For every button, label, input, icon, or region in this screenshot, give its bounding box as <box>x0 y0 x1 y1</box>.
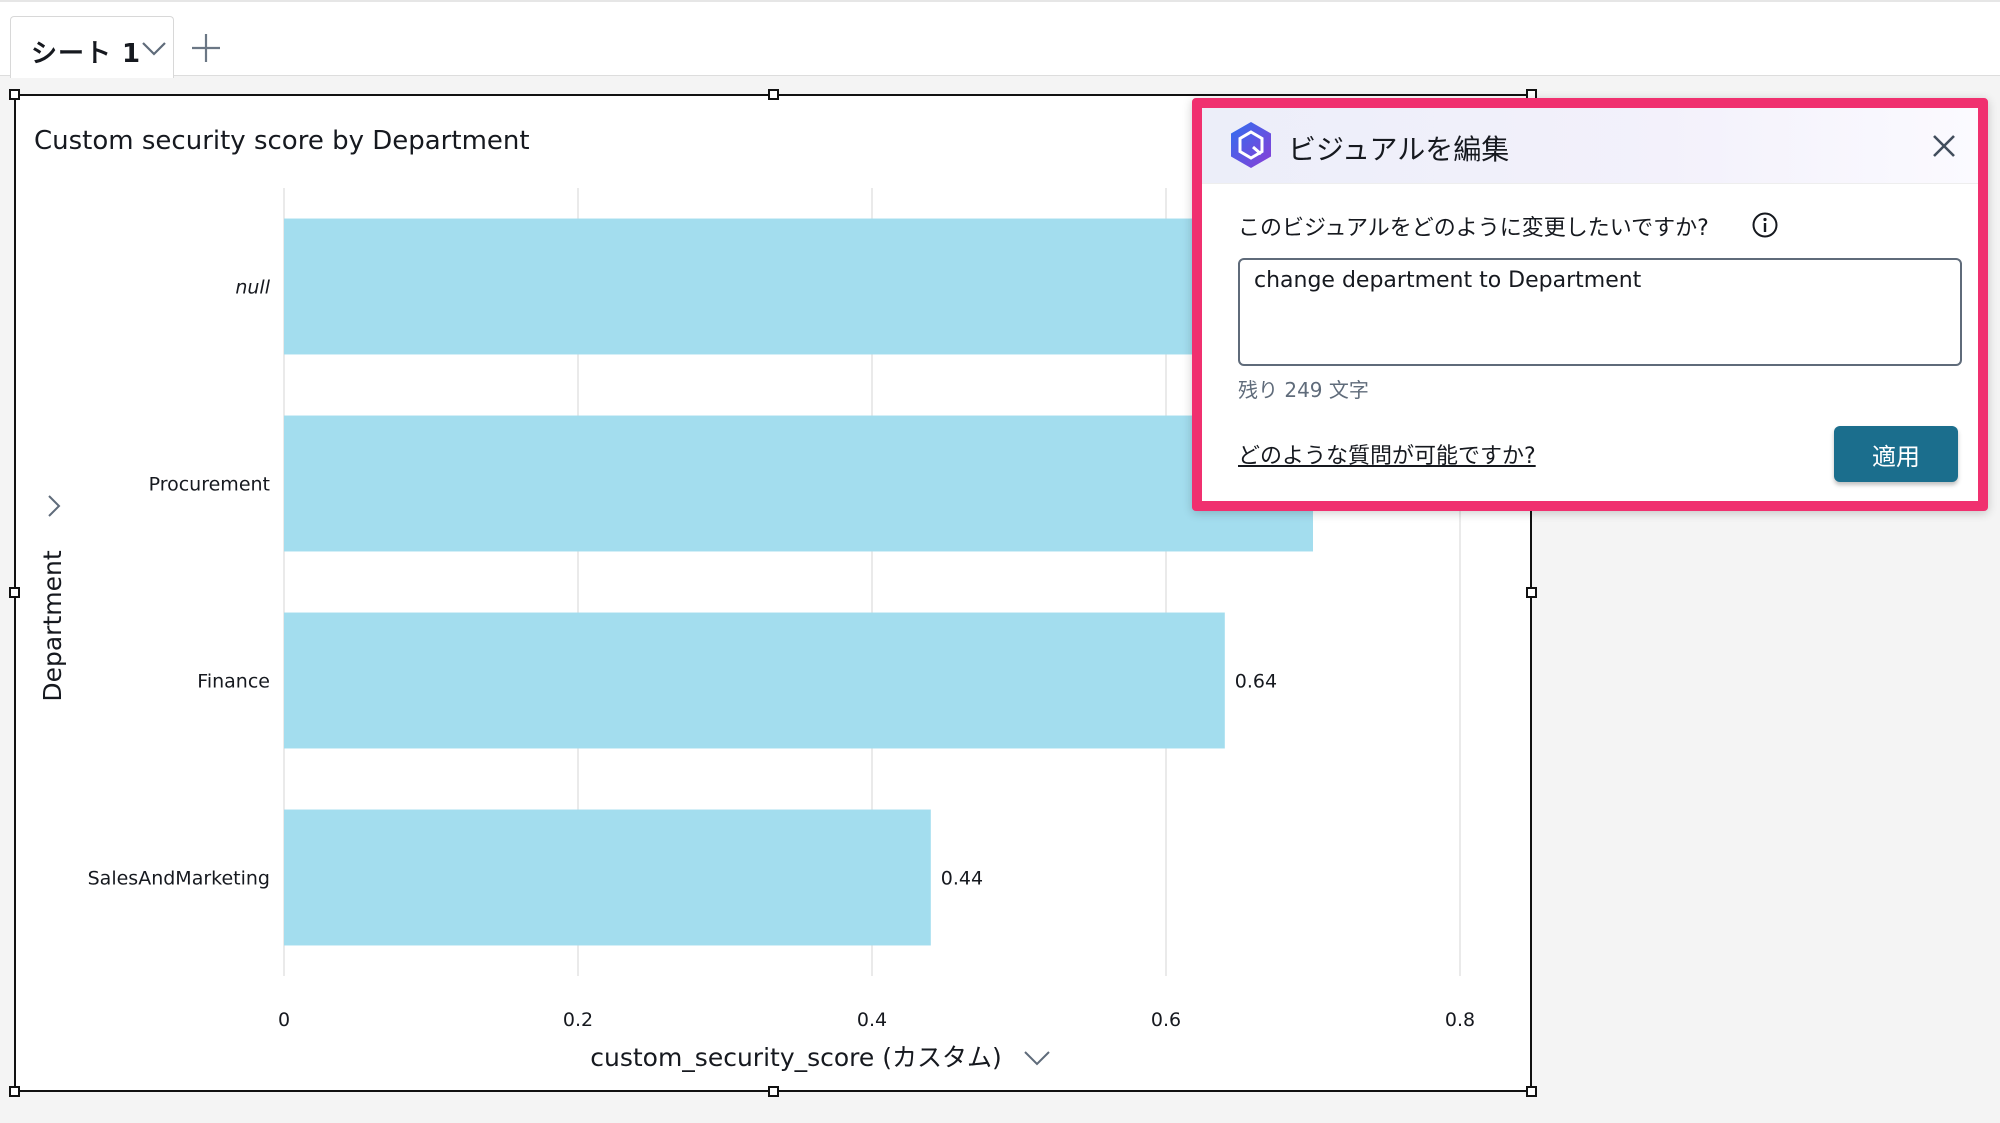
y-tick-label: null <box>235 277 270 299</box>
y-tick-label: Finance <box>197 671 270 693</box>
chevron-right-icon[interactable] <box>48 495 61 517</box>
x-tick-label: 0.2 <box>563 1009 593 1031</box>
add-sheet-icon[interactable] <box>186 28 226 68</box>
y-tick-label: Procurement <box>149 474 270 496</box>
x-tick-label: 0 <box>278 1009 290 1031</box>
resize-handle[interactable] <box>9 89 20 100</box>
bar-Finance[interactable] <box>284 612 1225 749</box>
x-tick-label: 0.6 <box>1151 1009 1181 1031</box>
character-count: 残り 249 文字 <box>1238 378 1369 402</box>
edit-visual-panel: ビジュアルを編集 このビジュアルをどのように変更したいですか? change d… <box>1192 98 1988 511</box>
resize-handle[interactable] <box>9 1086 20 1097</box>
chevron-down-icon[interactable] <box>139 33 169 63</box>
question-label: このビジュアルをどのように変更したいですか? <box>1238 216 1709 241</box>
bar-chart: 0 0.2 0.4 0.6 0.8 null Procurement Finance 0.64 S… <box>38 188 1475 1072</box>
bar-SalesAndMarketing[interactable] <box>284 809 931 946</box>
prompt-input[interactable]: change department to Department <box>1238 258 1962 366</box>
sheet-tab[interactable]: シート 1 <box>10 16 174 78</box>
info-icon[interactable] <box>1750 210 1780 240</box>
panel-header: ビジュアルを編集 <box>1202 108 1978 184</box>
visual-title: Custom security score by Department <box>34 126 530 156</box>
apply-button[interactable]: 適用 <box>1834 426 1958 482</box>
resize-handle[interactable] <box>768 89 779 100</box>
sheet-tab-label: シート 1 <box>31 39 142 69</box>
resize-handle[interactable] <box>1526 1086 1537 1097</box>
resize-handle[interactable] <box>9 587 20 598</box>
bar-Procurement[interactable] <box>284 415 1313 552</box>
resize-handle[interactable] <box>1526 587 1537 598</box>
data-label: 0.44 <box>941 868 983 890</box>
data-label: 0.64 <box>1235 671 1277 693</box>
resize-handle[interactable] <box>768 1086 779 1097</box>
x-tick-label: 0.8 <box>1445 1009 1475 1031</box>
bar-null[interactable] <box>284 218 1196 355</box>
chevron-down-icon[interactable] <box>1024 1051 1050 1066</box>
y-axis-label[interactable]: Department <box>38 550 67 701</box>
sheet-tab-bar: シート 1 <box>0 0 2000 78</box>
panel-title: ビジュアルを編集 <box>1288 133 1510 166</box>
amazon-q-logo-icon <box>1231 122 1271 168</box>
x-axis-label[interactable]: custom_security_score (カスタム) <box>590 1043 1002 1072</box>
help-link[interactable]: どのような質問が可能ですか? <box>1238 444 1536 469</box>
x-tick-label: 0.4 <box>857 1009 887 1031</box>
y-tick-label: SalesAndMarketing <box>88 868 270 890</box>
close-icon[interactable] <box>1926 128 1962 164</box>
